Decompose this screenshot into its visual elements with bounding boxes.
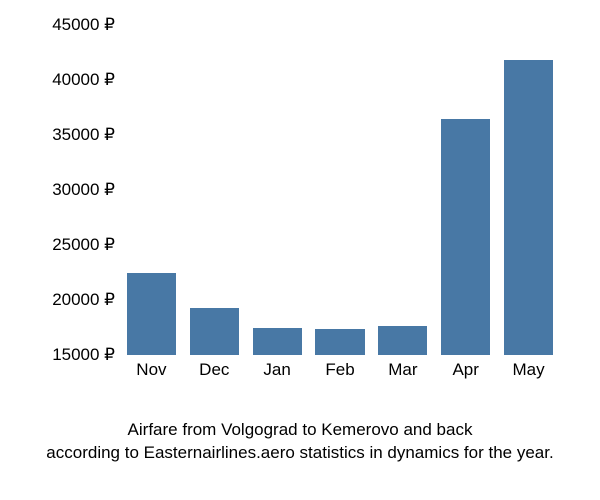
y-tick-label: 15000 ₽ xyxy=(52,345,115,365)
y-tick-label: 45000 ₽ xyxy=(52,15,115,35)
x-tick-label: Jan xyxy=(263,360,290,380)
bar xyxy=(190,308,239,355)
y-tick-label: 25000 ₽ xyxy=(52,235,115,255)
x-tick-label: Dec xyxy=(199,360,229,380)
bar xyxy=(253,328,302,356)
x-tick-label: Feb xyxy=(325,360,354,380)
bar xyxy=(441,119,490,356)
y-tick-label: 20000 ₽ xyxy=(52,290,115,310)
y-tick-label: 40000 ₽ xyxy=(52,70,115,90)
x-tick-label: May xyxy=(513,360,545,380)
x-tick-label: Mar xyxy=(388,360,417,380)
bar xyxy=(127,273,176,356)
chart-container: 15000 ₽ 20000 ₽ 25000 ₽ 30000 ₽ 35000 ₽ 40000… xyxy=(30,15,570,395)
bar xyxy=(315,329,364,355)
bar xyxy=(378,326,427,355)
caption-line-2: according to Easternairlines.aero statis… xyxy=(46,443,553,462)
chart-caption: Airfare from Volgograd to Kemerovo and b… xyxy=(0,419,600,465)
x-tick-label: Nov xyxy=(136,360,166,380)
y-tick-label: 30000 ₽ xyxy=(52,180,115,200)
x-tick-label: Apr xyxy=(452,360,478,380)
caption-line-1: Airfare from Volgograd to Kemerovo and b… xyxy=(128,420,473,439)
y-tick-label: 35000 ₽ xyxy=(52,125,115,145)
bar xyxy=(504,60,553,355)
plot-area xyxy=(120,25,560,355)
